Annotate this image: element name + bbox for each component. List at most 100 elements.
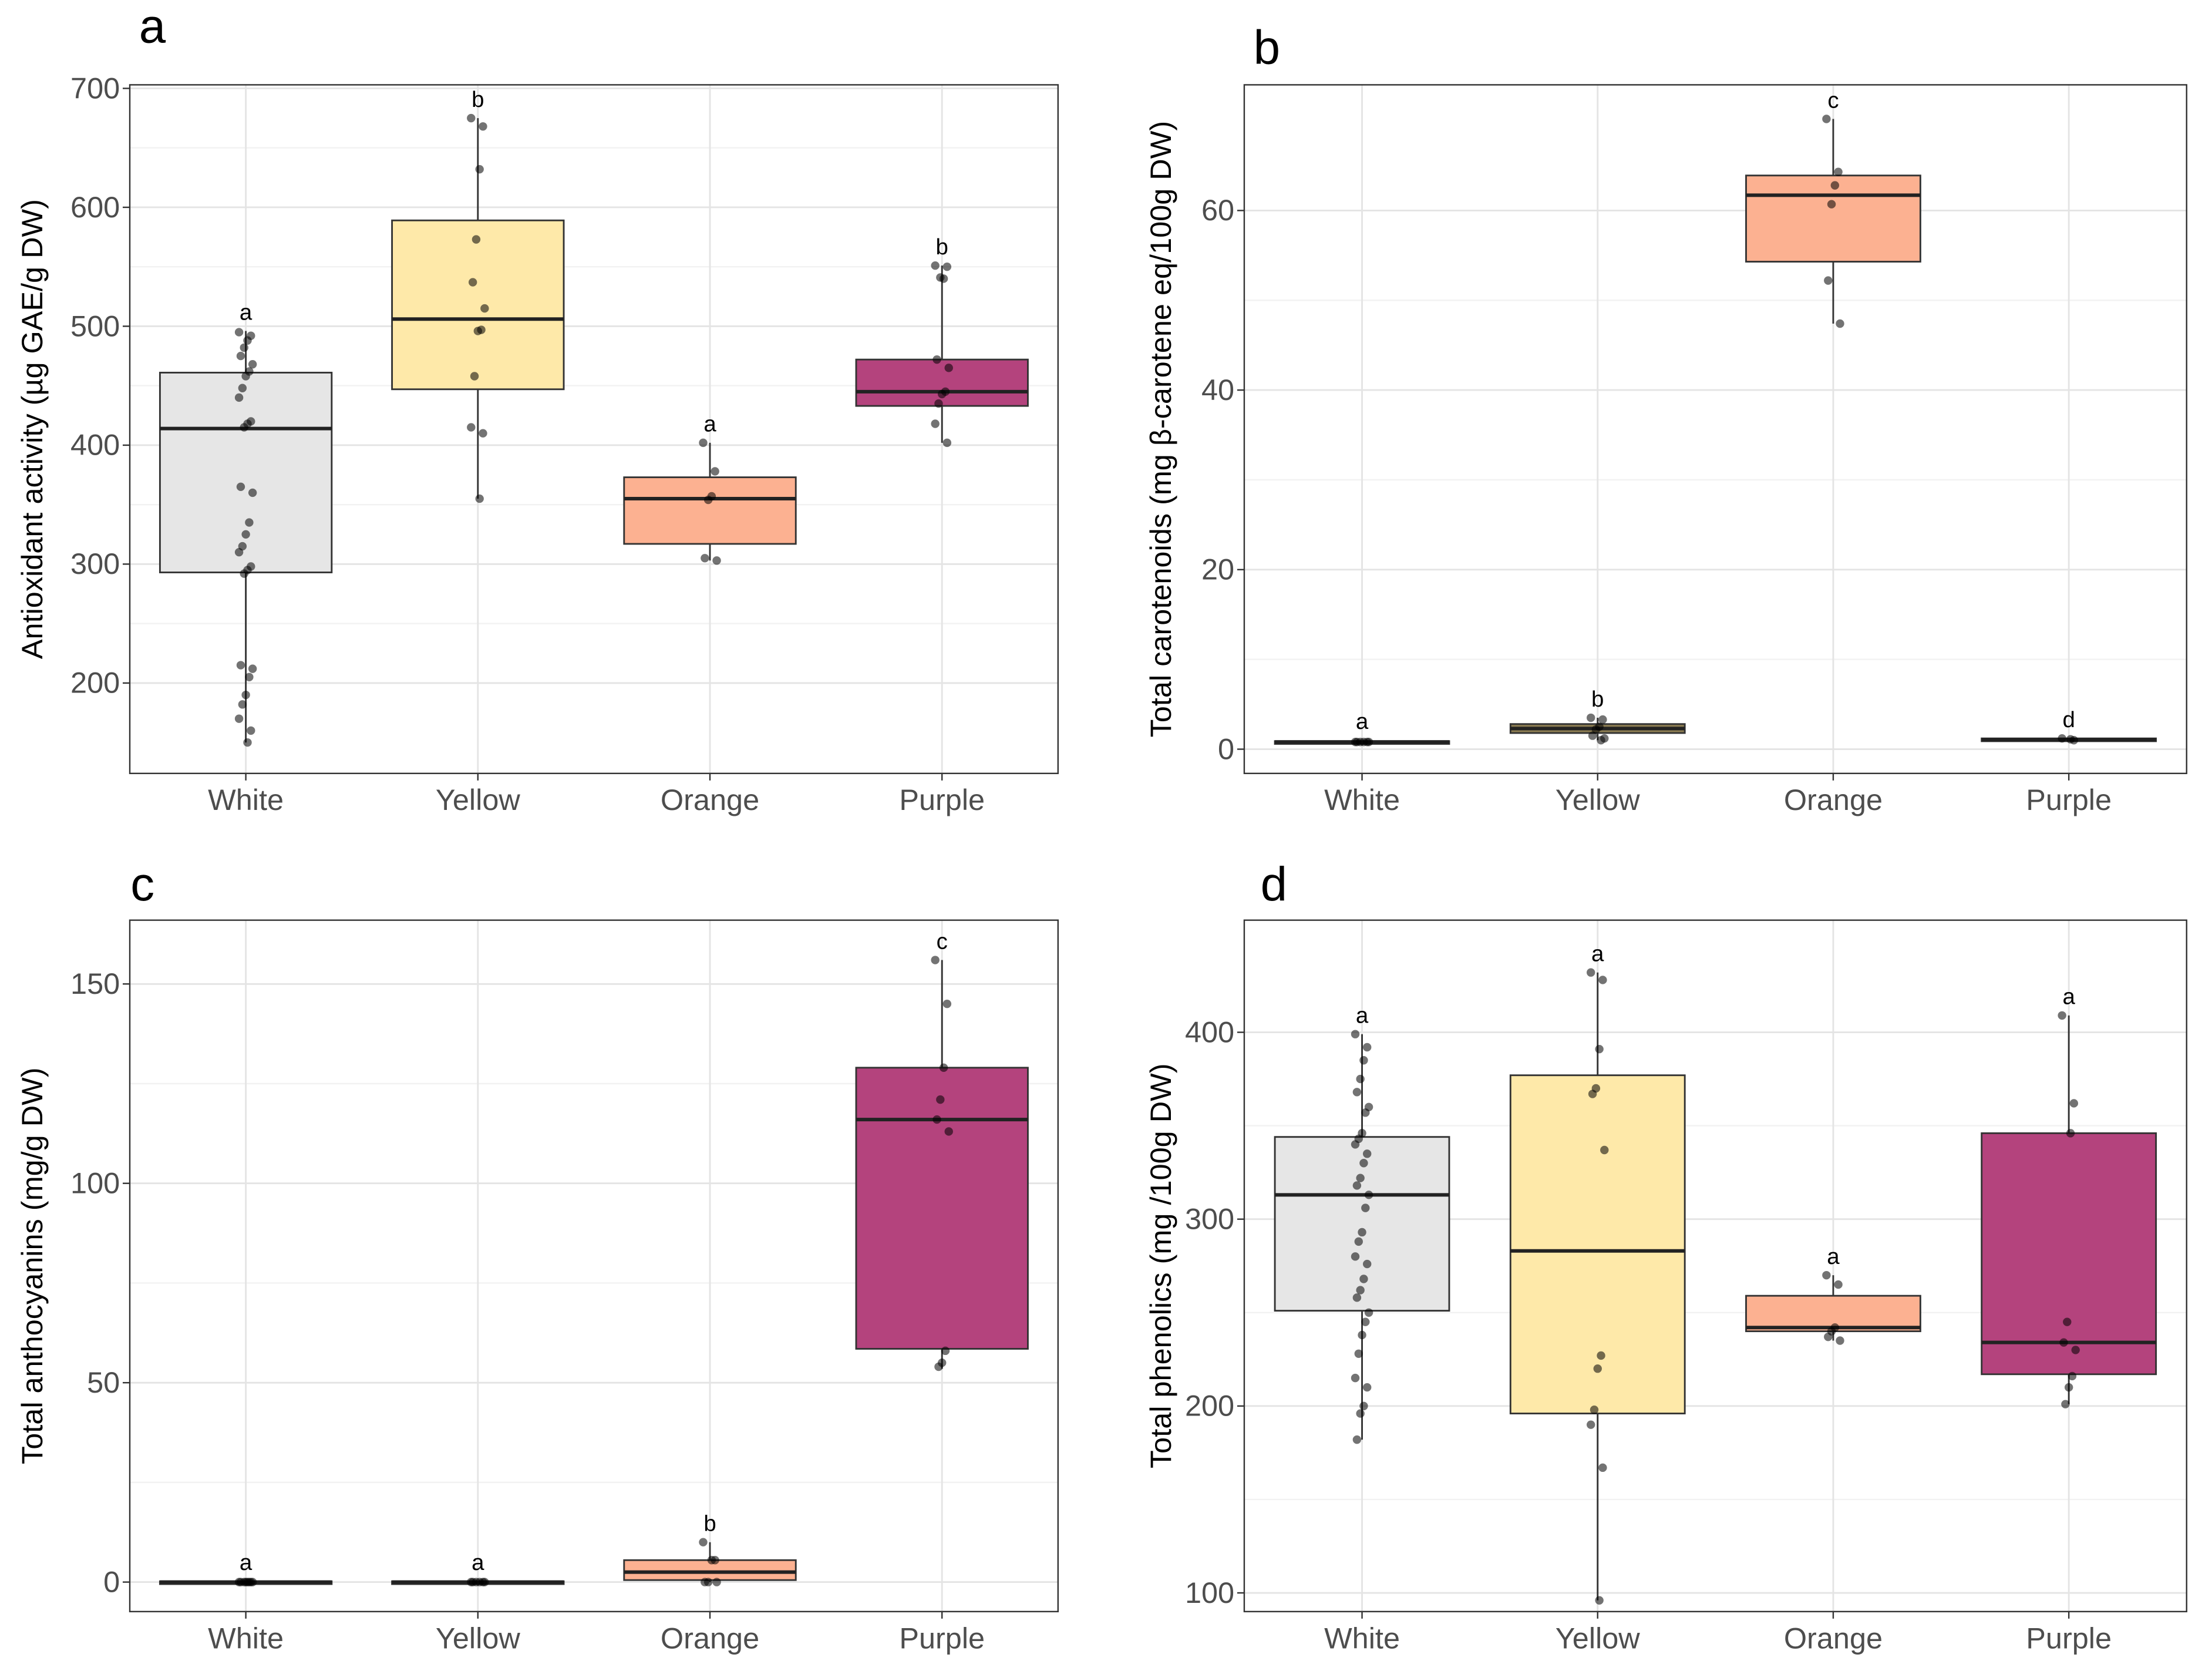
y-axis-title: Total anthocyanins (mg/g DW) — [15, 1067, 49, 1464]
data-point — [1595, 1044, 1604, 1054]
y-tick-label: 100 — [1185, 1576, 1234, 1609]
data-point — [1351, 1140, 1360, 1149]
y-tick-label: 20 — [1201, 553, 1234, 586]
data-point — [1822, 1270, 1831, 1280]
x-tick-label: White — [1324, 783, 1400, 816]
box-white: a — [1274, 709, 1450, 747]
significance-letter: d — [2062, 707, 2075, 732]
data-point — [699, 1538, 708, 1546]
data-point — [931, 956, 940, 964]
data-point — [1824, 276, 1833, 285]
data-point — [234, 547, 244, 557]
data-point — [236, 661, 245, 670]
data-point — [240, 423, 248, 432]
data-point — [2066, 735, 2075, 744]
box-white: a — [159, 1550, 333, 1586]
data-point — [944, 364, 953, 372]
data-point — [2061, 1400, 2070, 1408]
data-point — [934, 399, 943, 408]
data-point — [932, 355, 941, 364]
data-point — [1830, 181, 1840, 190]
significance-letter: c — [1827, 88, 1839, 113]
data-point — [2063, 1317, 2072, 1326]
data-point — [1597, 736, 1605, 745]
x-tick-label: Yellow — [1556, 1621, 1641, 1655]
data-point — [2068, 1371, 2077, 1381]
y-tick-label: 0 — [103, 1565, 120, 1598]
x-tick-label: Orange — [661, 783, 759, 816]
panel-label: c — [130, 858, 154, 911]
data-point — [248, 488, 257, 497]
data-point — [1364, 738, 1373, 747]
data-point — [1351, 1252, 1360, 1261]
data-point — [480, 1578, 489, 1586]
data-point — [245, 673, 254, 681]
box-yellow: b — [1509, 687, 1686, 745]
data-point — [931, 261, 940, 270]
data-point — [243, 336, 252, 345]
data-point — [711, 467, 719, 476]
data-point — [1598, 1463, 1607, 1472]
panel-c: 0 50 100 150 White Yellow Orange Purple a a b c Tota… — [15, 858, 1059, 1655]
box-purple: c — [855, 929, 1029, 1371]
data-point — [1352, 1181, 1362, 1190]
x-tick-label: Purple — [2026, 783, 2112, 816]
data-point — [701, 554, 709, 563]
significance-letter: c — [937, 929, 948, 954]
significance-letter: a — [1827, 1244, 1840, 1269]
data-point — [248, 664, 257, 673]
plot-background — [1244, 85, 2187, 774]
data-point — [241, 690, 250, 700]
data-point — [1836, 1336, 1844, 1345]
panel-d: 100 200 300 400 White Yellow Orange Purple a a a a T… — [1144, 858, 2187, 1655]
box-iqr — [855, 358, 1029, 407]
data-point — [1595, 1596, 1604, 1605]
data-point — [479, 122, 487, 131]
data-point — [2071, 1346, 2080, 1354]
data-point — [234, 328, 244, 337]
data-point — [470, 372, 479, 381]
data-point — [473, 327, 483, 335]
data-point — [932, 1115, 941, 1124]
data-point — [1588, 1090, 1597, 1098]
data-point — [1354, 1349, 1363, 1358]
data-point — [1362, 1383, 1372, 1392]
data-point — [1600, 1145, 1609, 1155]
data-point — [2066, 1129, 2075, 1138]
y-tick-label: 200 — [1185, 1389, 1234, 1423]
data-point — [1593, 1364, 1602, 1373]
plot-frame — [1243, 919, 2187, 1613]
data-point — [1361, 1203, 1370, 1212]
data-point — [238, 384, 247, 392]
significance-letter: a — [240, 300, 252, 325]
panel-a: 200 300 400 500 600 700 White Yellow Orange Purpl… — [15, 0, 1059, 816]
box-white: a — [1274, 1003, 1450, 1444]
y-tick-label: 500 — [70, 309, 120, 342]
x-tick-label: Purple — [899, 783, 985, 816]
plot-frame — [129, 919, 1059, 1613]
data-point — [241, 1578, 250, 1586]
x-tick-label: White — [208, 1621, 284, 1655]
data-point — [1356, 1074, 1365, 1084]
data-point — [707, 1556, 716, 1565]
data-point — [1356, 1174, 1365, 1182]
data-point — [701, 1578, 709, 1586]
data-point — [1587, 1420, 1595, 1429]
data-point — [1359, 1401, 1368, 1411]
x-tick-label: Purple — [899, 1621, 985, 1655]
data-point — [467, 113, 476, 123]
data-point — [234, 393, 244, 402]
significance-letter: a — [2062, 984, 2075, 1010]
y-tick-label: 100 — [70, 1166, 120, 1200]
x-tick-label: Yellow — [1556, 783, 1641, 816]
y-tick-label: 40 — [1201, 373, 1234, 406]
data-point — [1354, 1237, 1363, 1246]
panel-label: d — [1261, 858, 1287, 911]
significance-letter: b — [703, 1511, 716, 1536]
significance-letter: a — [472, 1550, 484, 1575]
data-point — [1359, 1056, 1368, 1065]
significance-letter: a — [1356, 1003, 1369, 1028]
plot-frame — [1243, 84, 2187, 774]
data-point — [238, 700, 247, 709]
x-tick-label: Orange — [1784, 783, 1883, 816]
